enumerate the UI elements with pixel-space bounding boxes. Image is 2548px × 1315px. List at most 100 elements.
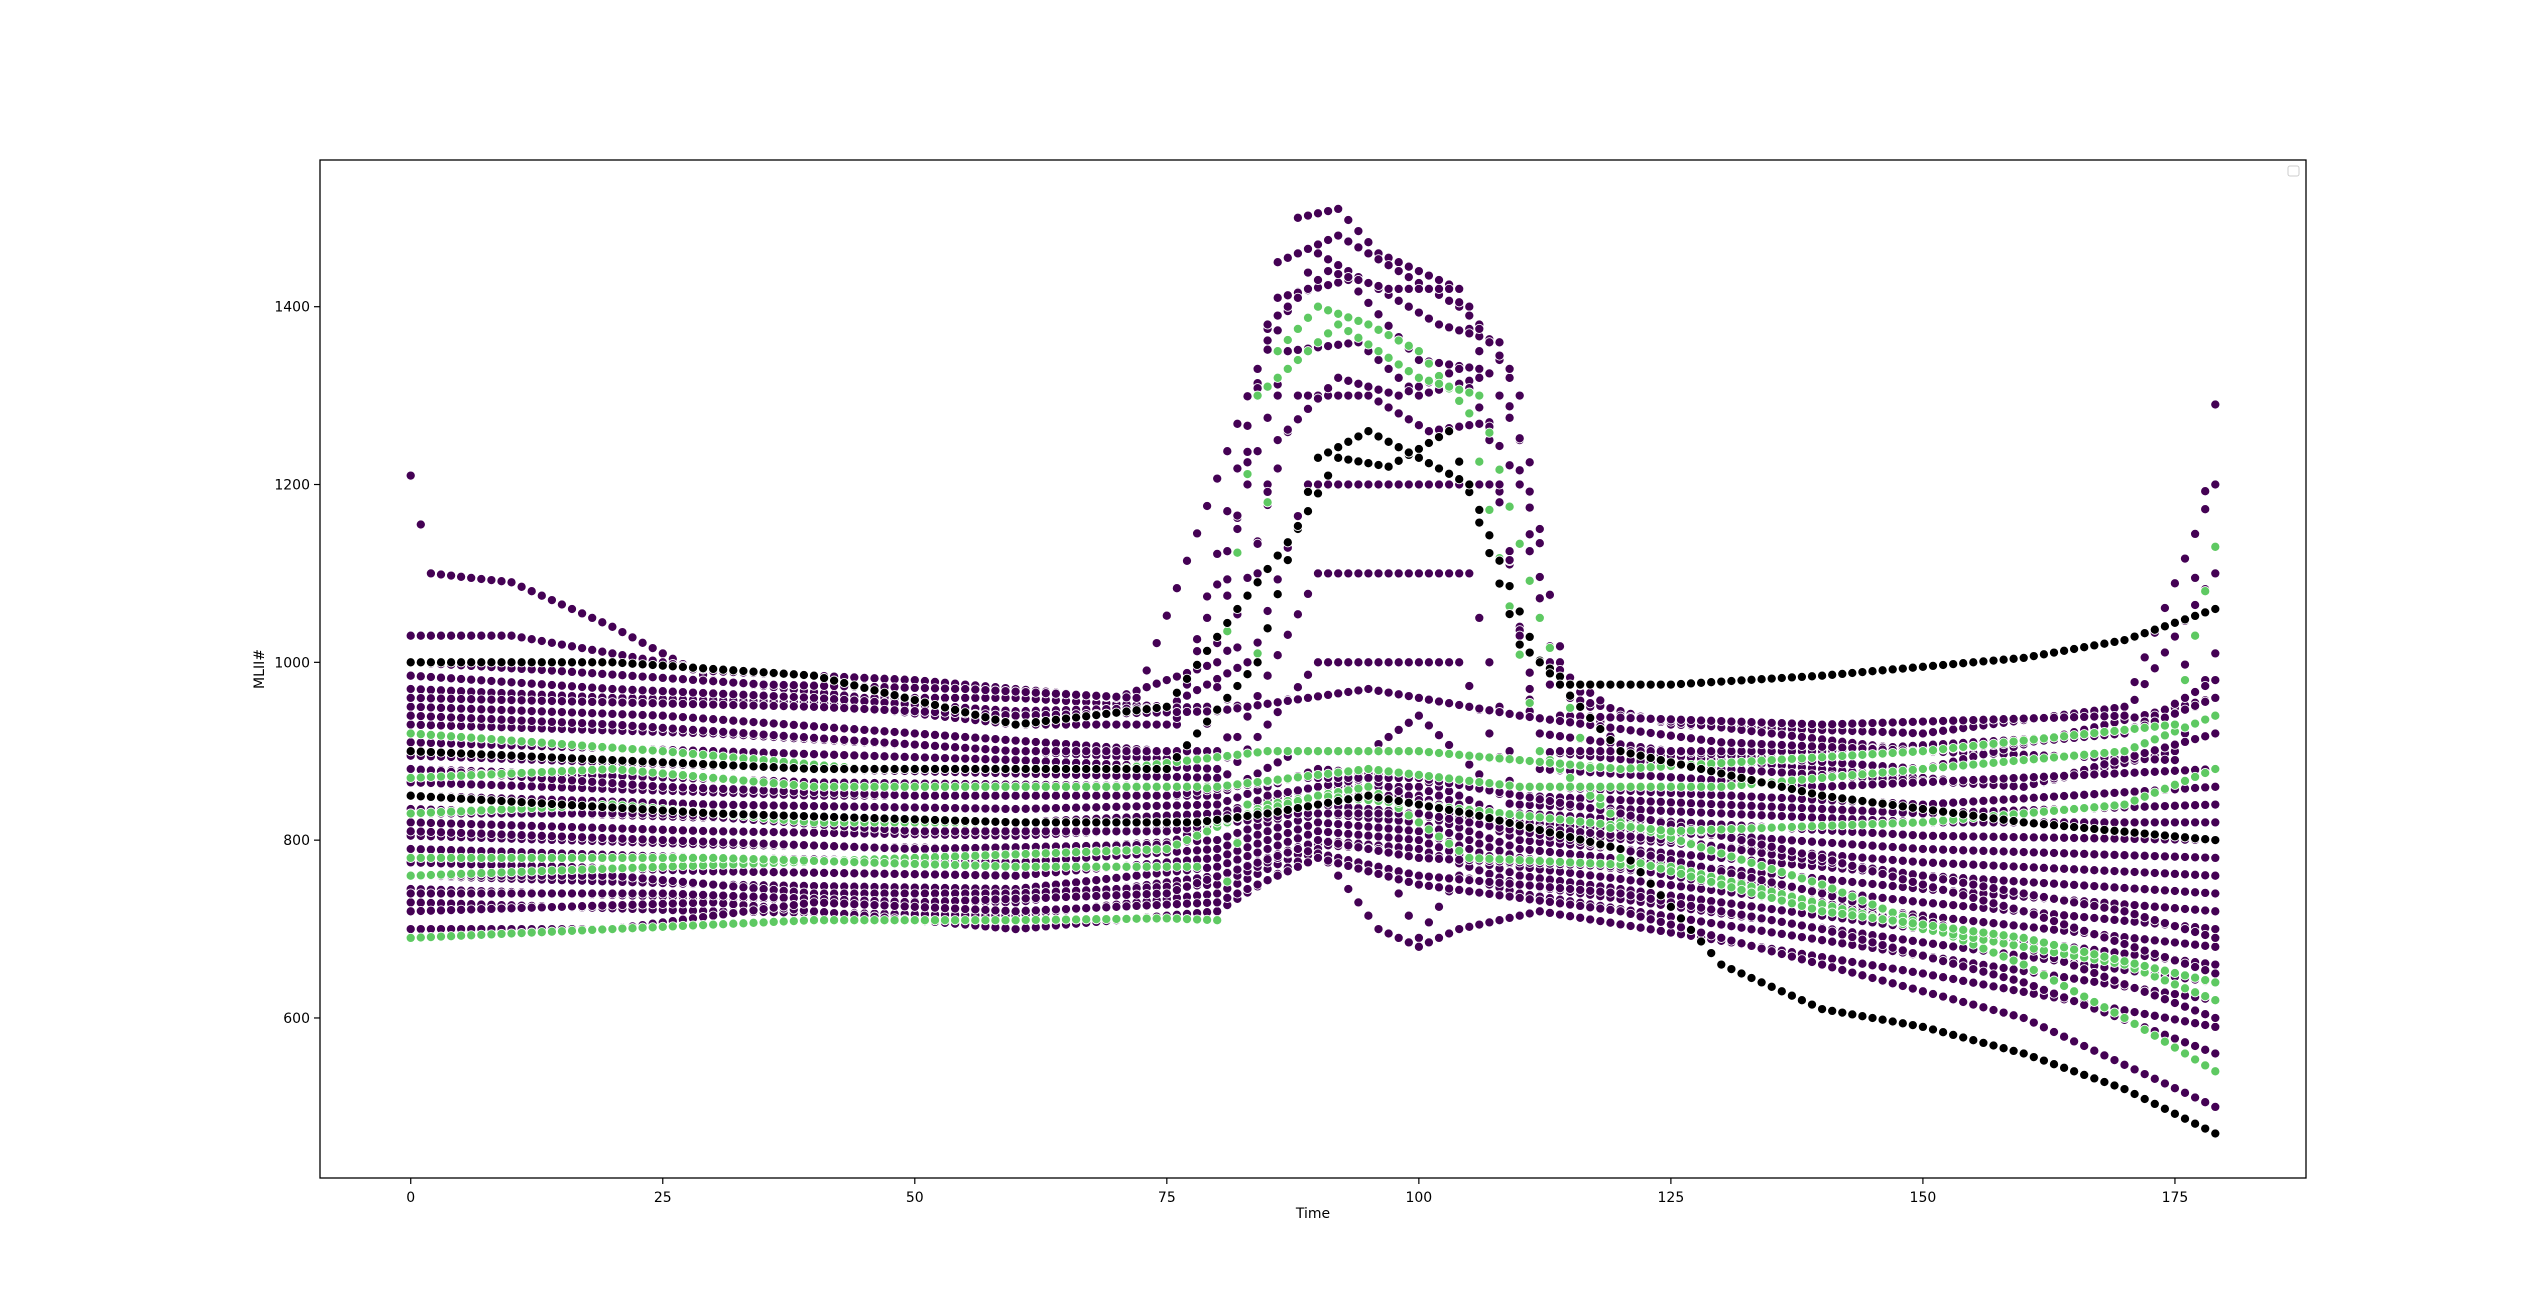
data-point [1786, 718, 1797, 729]
data-point [1978, 714, 1989, 725]
data-point [1847, 860, 1858, 871]
data-point [607, 683, 618, 695]
data-point [1444, 322, 1455, 333]
data-point [1968, 916, 1979, 927]
data-point [758, 838, 769, 849]
data-point [2028, 792, 2039, 803]
data-point [677, 835, 688, 846]
data-point [1252, 446, 1263, 457]
data-point [889, 738, 900, 749]
data-point [939, 692, 951, 703]
data-point [1242, 851, 1253, 862]
data-point [2159, 754, 2170, 765]
data-point [546, 716, 557, 727]
data-point [1323, 568, 1334, 579]
data-point [698, 889, 709, 900]
data-point [687, 877, 699, 888]
data-point [1857, 759, 1868, 770]
data-point [466, 703, 477, 714]
data-point [1232, 463, 1243, 474]
data-point [597, 683, 608, 694]
data-point [597, 832, 608, 844]
data-point [970, 895, 981, 906]
data-point [1020, 755, 1031, 766]
data-point [2169, 817, 2180, 828]
data-point [1837, 718, 1848, 730]
data-point [415, 817, 426, 828]
data-point [1091, 746, 1102, 757]
data-point [2179, 765, 2191, 776]
data-point [1726, 808, 1737, 819]
data-point [2109, 975, 2120, 986]
data-point [1615, 795, 1626, 806]
data-point [476, 630, 487, 641]
data-point [2048, 771, 2060, 782]
data-point [939, 802, 951, 814]
data-point [1565, 732, 1576, 743]
data-point [2048, 832, 2060, 843]
data-point [1726, 921, 1737, 932]
data-point [415, 630, 426, 641]
data-point [1242, 391, 1253, 402]
data-point [1726, 799, 1737, 811]
data-point [566, 666, 578, 677]
data-point [798, 800, 809, 811]
data-point [2079, 833, 2090, 844]
data-point [1776, 739, 1787, 751]
data-point [1302, 588, 1314, 599]
data-point [1685, 798, 1697, 809]
data-point [1867, 827, 1878, 838]
data-point [1897, 965, 1908, 976]
data-point [1675, 806, 1687, 817]
data-point [2159, 742, 2170, 753]
data-point [748, 728, 759, 739]
data-point [1222, 668, 1233, 679]
data-point [1222, 645, 1233, 656]
data-point [1433, 901, 1445, 912]
data-point [980, 826, 991, 837]
data-point [1554, 847, 1566, 859]
data-point [909, 843, 920, 855]
data-point [1040, 688, 1051, 699]
data-point [415, 719, 426, 730]
data-point [1948, 724, 1959, 735]
data-point [1292, 390, 1303, 401]
data-point [1696, 798, 1707, 809]
data-point [1776, 928, 1787, 939]
data-point [879, 737, 890, 748]
data-point [950, 731, 961, 742]
data-point [2179, 692, 2191, 703]
data-point [1272, 310, 1283, 321]
data-point [1403, 868, 1414, 879]
data-point [2069, 770, 2080, 781]
data-point [1444, 479, 1455, 490]
data-point [1927, 830, 1939, 841]
data-point [1524, 908, 1535, 919]
data-point [1938, 956, 1949, 967]
data-point [2190, 817, 2201, 828]
data-point [929, 740, 941, 751]
data-point [1595, 828, 1606, 839]
data-point [1494, 497, 1505, 508]
data-point [1323, 836, 1334, 847]
data-point [1423, 426, 1434, 437]
data-point [1383, 260, 1394, 271]
data-point [1292, 248, 1303, 259]
data-point [2069, 996, 2080, 1007]
data-point [1383, 832, 1394, 843]
data-point [1786, 846, 1797, 857]
data-point [1383, 781, 1394, 792]
data-point [2169, 955, 2180, 966]
data-point [1423, 657, 1434, 668]
data-point [1302, 669, 1314, 680]
data-point [1212, 473, 1223, 484]
data-point [1655, 805, 1666, 816]
data-point [1645, 924, 1656, 935]
data-point [1403, 657, 1414, 668]
data-point [2059, 863, 2070, 874]
data-point [1343, 883, 1354, 895]
data-point [1010, 803, 1021, 815]
data-point [2139, 945, 2150, 956]
data-point [899, 802, 910, 813]
data-point [1726, 737, 1737, 748]
